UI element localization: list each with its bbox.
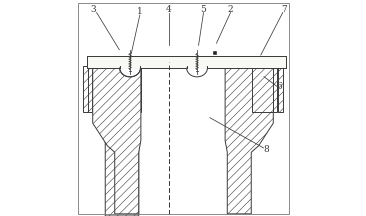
Bar	[87, 56, 285, 68]
Text: 8: 8	[263, 145, 269, 154]
Bar	[88, 66, 92, 112]
Bar	[278, 66, 283, 112]
Bar	[273, 66, 277, 112]
Text: 3: 3	[90, 5, 96, 14]
Text: 4: 4	[166, 5, 172, 14]
Polygon shape	[93, 68, 141, 214]
Bar	[193, 68, 274, 216]
Polygon shape	[93, 68, 141, 112]
Text: 7: 7	[281, 5, 287, 14]
Text: 6: 6	[276, 82, 282, 91]
Text: 2: 2	[228, 5, 234, 14]
Bar	[252, 68, 273, 112]
Text: 5: 5	[201, 5, 206, 14]
Polygon shape	[225, 68, 273, 214]
Bar	[93, 68, 142, 216]
Polygon shape	[187, 68, 208, 77]
Text: 1: 1	[137, 7, 143, 16]
Polygon shape	[105, 112, 139, 216]
Bar	[213, 51, 216, 54]
Bar	[83, 66, 88, 112]
Polygon shape	[120, 68, 141, 77]
Bar	[87, 56, 285, 68]
